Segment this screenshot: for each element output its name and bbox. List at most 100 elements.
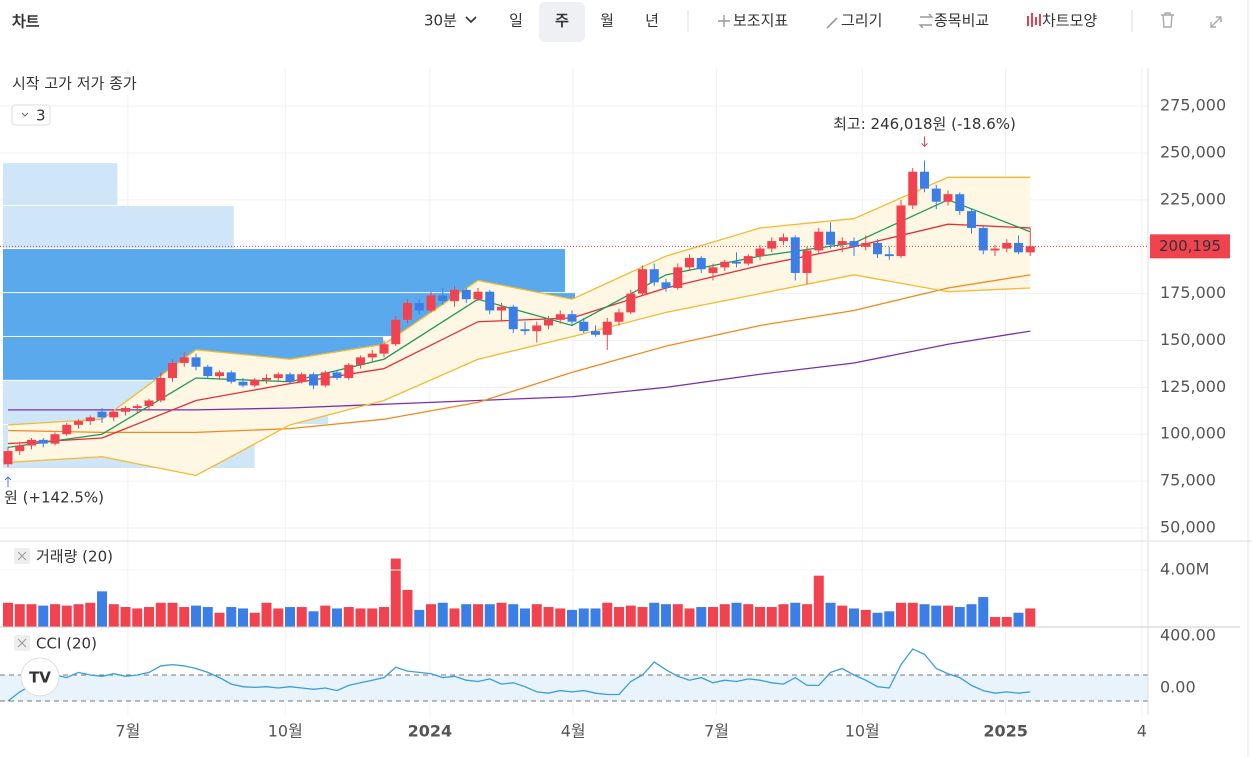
candle-body bbox=[297, 374, 307, 382]
candle-body bbox=[473, 291, 483, 300]
volume-bar bbox=[766, 607, 777, 627]
period-tab[interactable]: 년 bbox=[645, 12, 659, 30]
volume-bar bbox=[743, 604, 754, 627]
volume-bar bbox=[202, 607, 213, 627]
volume-bar bbox=[85, 602, 96, 627]
x-tick-label: 2024 bbox=[408, 722, 453, 741]
chevron bbox=[21, 112, 29, 117]
volume-bar bbox=[813, 575, 824, 627]
volume-bar bbox=[414, 609, 425, 627]
candle-body bbox=[438, 295, 448, 302]
candle-body bbox=[555, 314, 565, 320]
volume-bar bbox=[226, 607, 237, 627]
candle-body bbox=[461, 289, 471, 300]
candle-body bbox=[602, 321, 612, 335]
y-tick-label: 275,000 bbox=[1160, 96, 1226, 115]
candle-body bbox=[50, 434, 60, 444]
candle-body bbox=[262, 377, 272, 380]
volume-bar bbox=[461, 604, 472, 627]
candle-body bbox=[767, 241, 777, 249]
tool-button[interactable]: 종목비교 bbox=[934, 12, 989, 30]
volume-bar bbox=[214, 612, 225, 627]
period-tab[interactable]: 월 bbox=[600, 12, 614, 30]
candle-body bbox=[144, 400, 154, 407]
volume-bar bbox=[320, 605, 331, 627]
candle-body bbox=[273, 374, 283, 378]
candle-body bbox=[109, 411, 119, 418]
pencil-icon bbox=[826, 17, 838, 29]
moving-average-line bbox=[8, 330, 1031, 411]
volume-bar bbox=[602, 602, 613, 627]
volume-bar bbox=[872, 612, 883, 627]
volume-bar bbox=[50, 604, 61, 627]
candle-body bbox=[215, 372, 225, 377]
volume-bar bbox=[308, 611, 319, 627]
volume-bar bbox=[954, 607, 965, 627]
volume-bar bbox=[567, 609, 578, 627]
volume-bar bbox=[520, 608, 531, 627]
volume-bar bbox=[97, 591, 108, 627]
candle-icon bbox=[1027, 13, 1041, 27]
candle-body bbox=[508, 306, 518, 330]
candle-body bbox=[250, 379, 260, 386]
volume-bar bbox=[531, 604, 542, 627]
y-tick-label: 100,000 bbox=[1160, 424, 1226, 443]
candle-body bbox=[344, 364, 354, 378]
collapse-button[interactable] bbox=[11, 104, 51, 126]
volume-bar bbox=[684, 608, 695, 627]
candle-body bbox=[414, 302, 424, 311]
candle-body bbox=[62, 424, 72, 435]
volume-bar bbox=[296, 607, 307, 627]
candle-body bbox=[1025, 246, 1035, 253]
moving-average-line bbox=[7, 223, 1031, 445]
candle-body bbox=[708, 267, 718, 273]
volume-bar bbox=[14, 604, 25, 627]
y-tick-label: 75,000 bbox=[1160, 471, 1216, 490]
y-tick-label: 125,000 bbox=[1160, 377, 1226, 396]
candle-body bbox=[27, 439, 37, 446]
volume-bar bbox=[1025, 608, 1036, 627]
volume-bar bbox=[837, 605, 848, 627]
volume-profile-bar bbox=[3, 163, 118, 206]
candle-body bbox=[755, 248, 765, 257]
volume-bar bbox=[637, 607, 648, 627]
volume-bar bbox=[825, 602, 836, 627]
volume-bar bbox=[367, 608, 378, 627]
tool-button[interactable]: 차트모양 bbox=[1042, 12, 1097, 30]
volume-bar bbox=[332, 608, 343, 627]
candle-body bbox=[661, 282, 671, 288]
cci-band bbox=[0, 675, 1148, 701]
candle-body bbox=[732, 261, 742, 264]
candle-body bbox=[802, 250, 812, 273]
x-icon bbox=[17, 551, 27, 561]
x-tick-label: 10월 bbox=[268, 722, 303, 741]
volume-bar bbox=[931, 605, 942, 627]
trash-icon[interactable] bbox=[1161, 12, 1174, 28]
candle-body bbox=[884, 254, 894, 257]
interval-select[interactable]: 30분 bbox=[424, 12, 457, 30]
volume-bar bbox=[390, 558, 401, 627]
candle-body bbox=[849, 241, 859, 247]
logo-mark: TV bbox=[29, 669, 51, 687]
volume-bar bbox=[108, 604, 119, 627]
candle-body bbox=[990, 248, 1000, 251]
candle-body bbox=[920, 171, 930, 189]
volume-bar bbox=[191, 605, 202, 627]
period-tab[interactable]: 일 bbox=[509, 12, 523, 30]
y-tick-label: 150,000 bbox=[1160, 330, 1226, 349]
expand-icon[interactable] bbox=[1210, 16, 1222, 28]
compare-icon bbox=[918, 13, 934, 29]
volume-bar bbox=[38, 605, 49, 627]
candle-body bbox=[156, 377, 166, 401]
tool-button[interactable]: 보조지표 bbox=[733, 12, 788, 30]
period-tab[interactable]: 주 bbox=[555, 12, 569, 30]
candle-body bbox=[861, 242, 871, 247]
candle-body bbox=[97, 411, 107, 418]
volume-bar bbox=[719, 604, 730, 627]
volume-bar bbox=[26, 604, 37, 627]
tool-button[interactable]: 그리기 bbox=[841, 12, 882, 30]
volume-bar bbox=[484, 604, 495, 627]
candle-body bbox=[309, 374, 319, 386]
candle-body bbox=[826, 231, 836, 245]
